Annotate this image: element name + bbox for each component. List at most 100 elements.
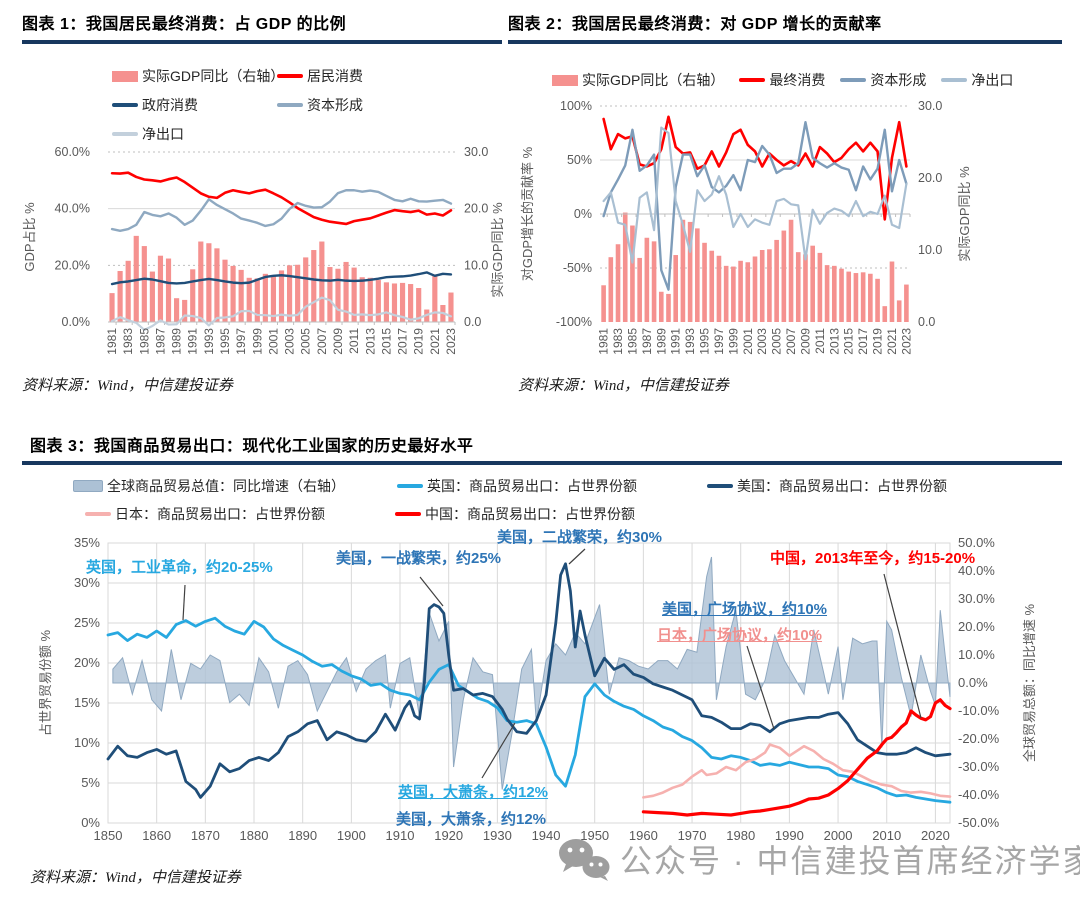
- tick-label: 1993: [202, 328, 216, 355]
- uk-export-share-line: [106, 616, 952, 804]
- real-gdp-yoy-bar: [738, 260, 743, 322]
- tick-label: 20.0: [918, 171, 942, 185]
- tick-label: 2019: [871, 328, 885, 355]
- global-trade-growth-area: [112, 556, 951, 790]
- annotation-us-plaza-accord: 美国，广场协议，约10%: [662, 601, 828, 618]
- us-export-share-line: [106, 562, 952, 799]
- household-consumption-line: [110, 171, 453, 226]
- watermark: 公众号 · 中信建投首席经济学家: [556, 836, 1080, 882]
- tick-label: -20.0%: [958, 731, 1000, 746]
- legend-item: 资本形成: [840, 70, 926, 90]
- annotation-uk-great-depression: 英国，大萧条，约12%: [398, 784, 549, 801]
- tick-label: 1989: [170, 328, 184, 355]
- tick-label: -100%: [556, 315, 592, 329]
- real-gdp-yoy-bar: [889, 261, 895, 322]
- figure3-source: 资料来源：Wind，中信建投证券: [30, 870, 241, 886]
- real-gdp-yoy-bar: [745, 262, 751, 322]
- real-gdp-yoy-bar: [262, 273, 268, 322]
- tick-label: 1890: [288, 828, 317, 843]
- figure2-header-block: 图表 2：我国居民最终消费：对 GDP 增长的贡献率: [508, 10, 1062, 44]
- legend-line-swatch: [941, 78, 968, 82]
- tick-label: 1997: [234, 328, 248, 355]
- legend-label: 净出口: [142, 126, 184, 142]
- real-gdp-yoy-bar: [904, 284, 909, 322]
- legend-item: 居民消费: [277, 66, 363, 86]
- tick-label: 1980: [726, 828, 755, 843]
- real-gdp-yoy-bar: [615, 244, 621, 322]
- real-gdp-yoy-bar: [608, 257, 614, 322]
- legend-line-swatch: [707, 484, 733, 488]
- real-gdp-yoy-bar: [824, 265, 830, 322]
- annotation-japan-plaza-accord: 日本，广场协议，约10%: [657, 627, 823, 644]
- tick-label: 1995: [218, 328, 232, 355]
- tick-label: 2007: [315, 328, 329, 355]
- real-gdp-yoy-bar: [157, 255, 164, 322]
- tick-label: 1860: [142, 828, 171, 843]
- tick-label: 2023: [899, 328, 913, 355]
- legend-item: 英国：商品贸易出口：占世界份额: [397, 476, 637, 496]
- tick-label: 1960: [629, 828, 658, 843]
- legend-line-swatch: [277, 74, 303, 78]
- legend-item: 最终消费: [739, 70, 825, 90]
- tick-label: 40.0%: [958, 563, 995, 578]
- us-wwii-boom-leader: [568, 548, 586, 565]
- real-gdp-yoy-bar: [680, 219, 686, 322]
- tick-label: 2017: [396, 328, 410, 355]
- tick-label: 0.0%: [62, 315, 91, 329]
- chart3-annotations: 英国，工业革命，约20-25% 美国，一战繁荣，约25% 美国，二战繁荣，约30% 中…: [20, 529, 1080, 865]
- uk-great-depression-leader: [481, 722, 516, 779]
- real-gdp-yoy-bar: [774, 239, 779, 322]
- legend-item: 中国：商品贸易出口：占世界份额: [395, 504, 635, 524]
- tick-label: 20.0: [464, 202, 488, 216]
- tick-label: 2001: [266, 328, 280, 355]
- tick-label: 1970: [678, 828, 707, 843]
- legend-label: 资本形成: [870, 72, 927, 88]
- real-gdp-yoy-bar: [788, 219, 794, 322]
- chart1-legend: 实际GDP同比（右轴） 居民消费 政府消费 资本形成 净出口: [112, 66, 363, 144]
- legend-line-swatch: [85, 512, 111, 516]
- figure3-rule: [22, 461, 1062, 465]
- real-gdp-yoy-bar: [408, 284, 414, 322]
- real-gdp-yoy-bar: [246, 277, 252, 322]
- tick-label: -30.0%: [958, 759, 1000, 774]
- us-plaza-accord-leader: [746, 645, 775, 730]
- legend-label: 实际GDP同比（右轴）: [142, 68, 285, 84]
- figure2-source: 资料来源：Wind，中信建投证券: [518, 378, 729, 394]
- tick-label: 1997: [712, 328, 726, 355]
- real-gdp-yoy-bar: [416, 288, 422, 322]
- tick-label: 15%: [74, 695, 100, 710]
- tick-label: 2020: [921, 828, 950, 843]
- real-gdp-yoy-bar: [716, 255, 722, 322]
- real-gdp-yoy-bar: [311, 250, 317, 322]
- tick-label: 全球贸易总额：同比增速 %: [1022, 603, 1037, 762]
- real-gdp-yoy-bar: [817, 252, 823, 322]
- figure1-source: 资料来源：Wind，中信建投证券: [22, 378, 233, 394]
- real-gdp-yoy-bar: [286, 265, 293, 322]
- legend-label: 美国：商品贸易出口：占世界份额: [737, 478, 947, 494]
- tick-label: 0.0: [464, 315, 481, 329]
- annotation-us-wwii-boom: 美国，二战繁荣，约30%: [497, 529, 663, 546]
- tick-label: 1910: [386, 828, 415, 843]
- tick-label: 1985: [625, 328, 639, 355]
- real-gdp-yoy-bar: [723, 265, 729, 322]
- legend-label: 资本形成: [307, 97, 363, 113]
- legend-label: 实际GDP同比（右轴）: [582, 72, 725, 88]
- tick-label: -50.0%: [958, 815, 1000, 830]
- real-gdp-yoy-bar: [254, 278, 260, 322]
- tick-label: 2011: [813, 328, 827, 354]
- tick-label: 1870: [191, 828, 220, 843]
- real-gdp-yoy-bar: [238, 269, 244, 322]
- real-gdp-yoy-bar: [165, 258, 172, 322]
- tick-label: 2015: [842, 328, 856, 355]
- real-gdp-yoy-bar: [673, 255, 679, 322]
- tick-label: 1981: [105, 328, 119, 355]
- real-gdp-yoy-bar: [125, 260, 131, 322]
- tick-label: 2005: [770, 328, 784, 355]
- legend-bar-swatch: [112, 70, 138, 82]
- tick-label: 20.0%: [55, 258, 90, 272]
- real-gdp-yoy-bar: [622, 212, 628, 322]
- tick-label: 实际GDP同比 %: [490, 202, 505, 298]
- tick-label: 2003: [755, 328, 769, 355]
- legend-line-swatch: [277, 103, 303, 107]
- legend-line-swatch: [840, 78, 867, 82]
